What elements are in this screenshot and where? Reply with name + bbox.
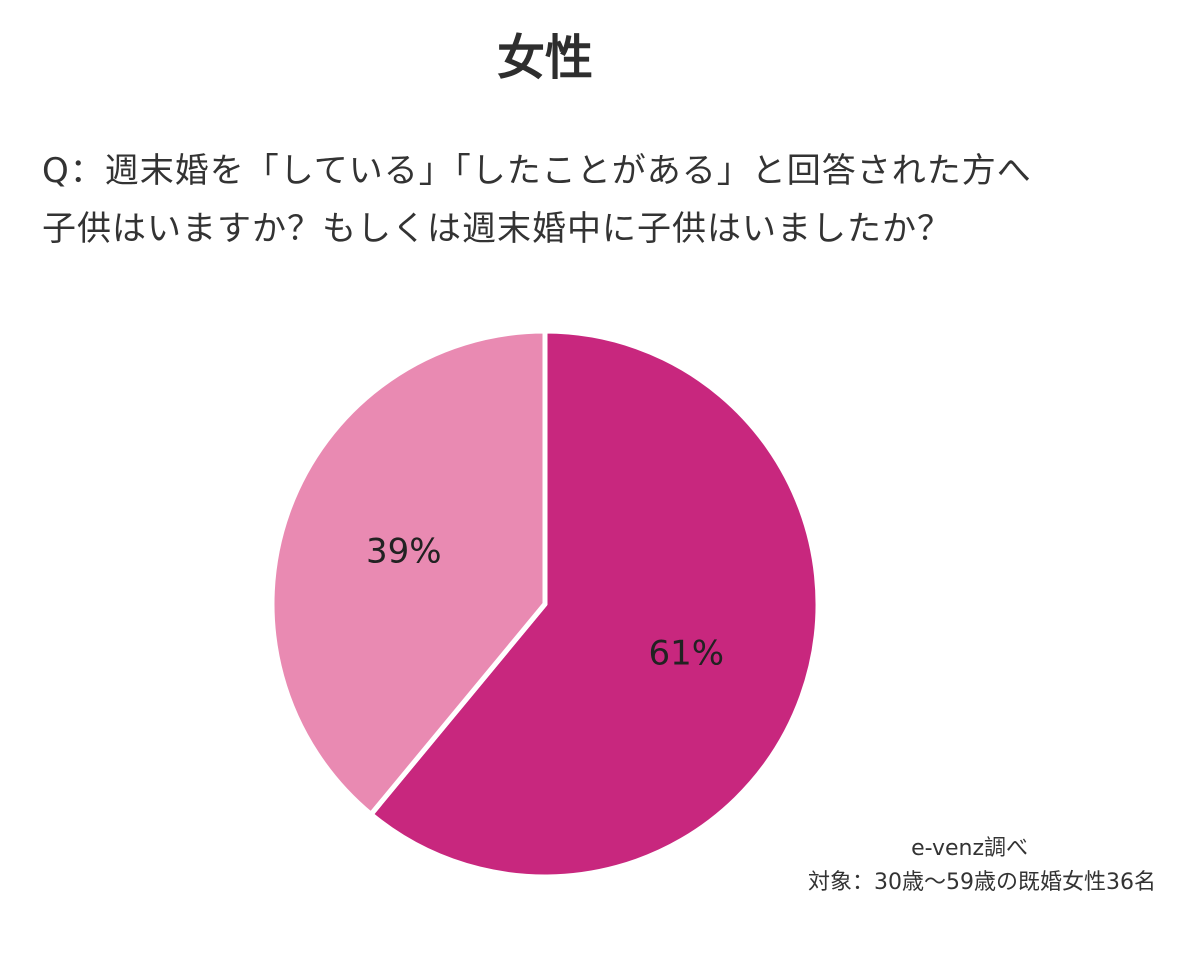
footnote: e-venz調べ 対象：30歳〜59歳の既婚女性36名 <box>808 832 1156 900</box>
question-line-2: 子供はいますか？もしくは週末婚中に子供はいましたか？ <box>42 209 952 249</box>
pie-chart: 61% 39% <box>269 328 821 880</box>
question-line-1: Q：週末婚を「している」「したことがある」と回答された方へ <box>42 151 1032 191</box>
question-text: Q：週末婚を「している」「したことがある」と回答された方へ 子供はいますか？もし… <box>42 142 1032 258</box>
pie-slice-0 <box>368 328 821 880</box>
footnote-source: e-venz調べ <box>911 836 1028 861</box>
chart-title: 女性 <box>496 30 593 86</box>
pie-slice-1 <box>269 328 548 817</box>
footnote-target: 対象：30歳〜59歳の既婚女性36名 <box>808 870 1156 895</box>
pie-slice-label-0: 61% <box>648 633 724 673</box>
pie-chart-area: 61% 39% <box>0 300 1190 900</box>
pie-slice-label-1: 39% <box>366 532 442 572</box>
